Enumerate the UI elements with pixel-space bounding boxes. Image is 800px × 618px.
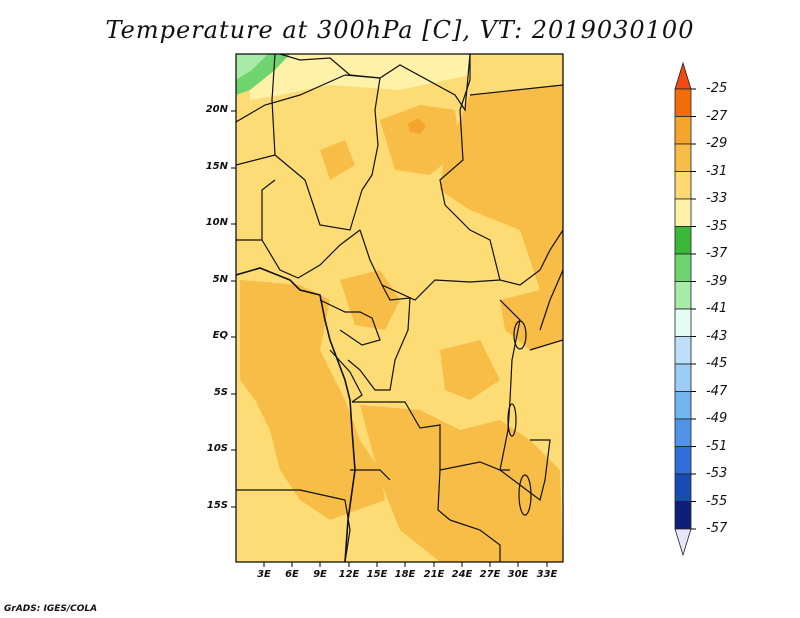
- colorbar-label: -41: [706, 301, 728, 316]
- country-border: [236, 179, 276, 241]
- shade-minus37: [236, 54, 268, 80]
- lake: [518, 474, 532, 516]
- shade-minus29-small: [320, 140, 355, 180]
- latitude-label: 15N: [205, 161, 228, 172]
- country-border: [529, 339, 563, 351]
- colorbar-label: -57: [706, 521, 728, 536]
- colorbar-label: -35: [706, 218, 728, 234]
- country-border: [350, 469, 391, 481]
- country-border: [499, 439, 551, 502]
- shade-minus29-south: [360, 405, 563, 562]
- colorbar-label: -25: [706, 81, 728, 96]
- latitude-label: 10S: [206, 443, 228, 454]
- shade-minus29-northeast: [440, 85, 563, 300]
- country-border: [236, 74, 346, 123]
- longitude-label: 15E: [366, 569, 388, 580]
- colorbar-swatch: [674, 88, 692, 117]
- colorbar-swatch: [674, 336, 692, 365]
- country-border: [329, 349, 363, 403]
- colorbar-bottom-arrow: [674, 528, 692, 557]
- shade-minus29-west: [240, 280, 385, 520]
- longitude-label: 21E: [423, 569, 445, 580]
- colorbar-swatch: [674, 226, 692, 255]
- longitude-label: 24E: [451, 569, 473, 580]
- colorbar-swatch: [674, 363, 692, 392]
- country-border: [236, 489, 346, 501]
- latitude-label: 5S: [213, 387, 228, 398]
- colorbar-swatch: [674, 281, 692, 310]
- colorbar-label: -55: [706, 493, 728, 509]
- country-border: [539, 269, 563, 331]
- country-border: [499, 299, 521, 471]
- country-border: [344, 499, 351, 562]
- country-border: [359, 229, 501, 301]
- colorbar-label: -47: [706, 383, 728, 399]
- lake: [507, 403, 517, 437]
- longitude-label: 27E: [479, 569, 501, 580]
- colorbar-swatch: [674, 446, 692, 475]
- longitude-label: 30E: [507, 569, 529, 580]
- temperature-field: [236, 54, 563, 562]
- colorbar-swatch: [674, 473, 692, 502]
- colorbar-label: -29: [706, 136, 728, 151]
- shade-minus29-sahel: [380, 105, 460, 175]
- country-border: [344, 74, 381, 191]
- colorbar-swatch: [674, 418, 692, 447]
- longitude-label: 33E: [536, 569, 558, 580]
- longitude-label: 12E: [338, 569, 360, 580]
- colorbar-label: -37: [706, 246, 728, 261]
- shade-minus29-congo: [440, 340, 500, 400]
- colorbar-swatch: [674, 198, 692, 227]
- colorbar-label: -33: [706, 191, 728, 206]
- latitude-label: 15S: [206, 500, 228, 511]
- latitude-label: 20N: [205, 104, 228, 115]
- colorbar-swatch: [674, 253, 692, 282]
- country-border: [439, 54, 563, 286]
- colorbar-swatch: [674, 143, 692, 172]
- country-border: [274, 154, 363, 231]
- colorbar-label: -51: [706, 438, 728, 454]
- colorbar-label: -27: [706, 108, 728, 124]
- country-border: [347, 284, 411, 391]
- grads-credit: GrADS: IGES/COLA: [4, 604, 98, 614]
- shade-minus27: [408, 118, 426, 134]
- longitude-label: 6E: [285, 569, 299, 580]
- country-border: [319, 299, 381, 346]
- colorbar-label: -31: [706, 163, 728, 179]
- colorbar-top-arrow: [674, 61, 692, 90]
- longitude-label: 3E: [257, 569, 271, 580]
- colorbar-label: -53: [706, 466, 728, 481]
- colorbar-swatch: [674, 391, 692, 420]
- coastline: [236, 267, 356, 562]
- colorbar-swatch: [674, 116, 692, 145]
- country-border: [261, 229, 361, 279]
- country-border: [469, 84, 563, 96]
- country-border: [449, 519, 501, 562]
- lake: [513, 320, 527, 350]
- country-border: [352, 401, 510, 471]
- colorbar-swatch: [674, 501, 692, 530]
- colorbar-label: -39: [706, 273, 728, 289]
- map-frame: [235, 53, 564, 563]
- chart-title: Temperature at 300hPa [C], VT: 201903010…: [105, 16, 695, 44]
- latitude-label: 10N: [205, 217, 228, 228]
- shade-minus29-gabon: [340, 270, 400, 330]
- colorbar-label: -49: [706, 411, 728, 426]
- latitude-label: 5N: [212, 274, 228, 285]
- colorbar-swatch: [674, 171, 692, 200]
- colorbar-label: -45: [706, 356, 728, 371]
- shade-minus29-east: [500, 290, 563, 350]
- longitude-label: 9E: [313, 569, 327, 580]
- colorbar-label: -43: [706, 328, 728, 344]
- longitude-label: 18E: [394, 569, 416, 580]
- country-border: [437, 469, 451, 521]
- colorbar-swatch: [674, 308, 692, 337]
- latitude-label: EQ: [212, 330, 228, 341]
- country-border: [236, 54, 276, 166]
- shade-minus33-north: [250, 54, 470, 100]
